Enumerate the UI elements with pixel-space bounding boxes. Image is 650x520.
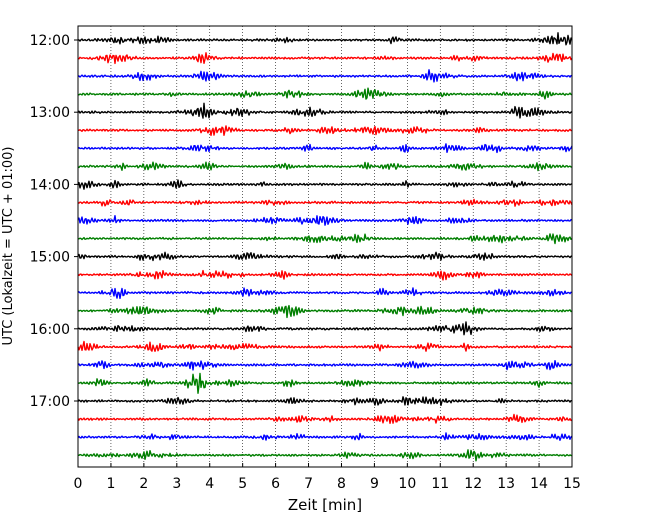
trace-1445 — [77, 233, 573, 245]
trace-1330 — [77, 143, 573, 154]
trace-1530 — [77, 287, 573, 300]
plot-frame — [77, 25, 573, 468]
x-tick-label-14: 14 — [530, 476, 548, 492]
trace-1600 — [77, 321, 573, 336]
x-tick-label-10: 10 — [398, 476, 416, 492]
trace-1215 — [77, 52, 573, 65]
x-tick-label-6: 6 — [271, 476, 280, 492]
trace-1345 — [77, 161, 573, 172]
seismogram-traces — [77, 32, 573, 462]
x-tick-label-15: 15 — [563, 476, 581, 492]
y-axis: 12:00 13:00 14:00 15:00 16:00 17:00 — [30, 33, 78, 410]
x-tick-label-9: 9 — [370, 476, 379, 492]
plot-background — [78, 26, 572, 467]
x-tick-label-0: 0 — [74, 476, 83, 492]
y-tick-label-3: 15:00 — [30, 250, 70, 266]
trace-1700 — [77, 396, 573, 407]
trace-1300 — [77, 102, 573, 119]
x-tick-label-11: 11 — [431, 476, 449, 492]
y-axis-label: UTC (Lokalzeit = UTC + 01:00) — [1, 147, 16, 346]
trace-1245 — [77, 87, 573, 100]
trace-1500 — [77, 251, 573, 262]
x-tick-label-8: 8 — [337, 476, 346, 492]
x-axis: 0 1 2 3 4 5 6 7 8 9 10 11 12 13 14 15 — [74, 463, 581, 492]
y-tick-label-1: 13:00 — [30, 105, 70, 121]
trace-1630 — [77, 360, 573, 371]
trace-1400 — [77, 179, 573, 190]
y-tick-label-0: 12:00 — [30, 33, 70, 49]
trace-1715 — [77, 413, 573, 424]
y-tick-label-2: 14:00 — [30, 177, 70, 193]
trace-1645 — [77, 372, 573, 394]
x-tick-label-3: 3 — [172, 476, 181, 492]
x-axis-label: Zeit [min] — [288, 496, 362, 514]
x-tick-label-5: 5 — [238, 476, 247, 492]
trace-1230 — [77, 69, 573, 83]
x-tick-label-7: 7 — [304, 476, 313, 492]
y-tick-label-4: 16:00 — [30, 322, 70, 338]
trace-1745 — [77, 449, 573, 462]
trace-1415 — [77, 198, 573, 207]
y-tick-label-5: 17:00 — [30, 394, 70, 410]
trace-1545 — [77, 304, 573, 319]
trace-1430 — [77, 214, 573, 226]
trace-1200 — [77, 32, 573, 46]
trace-1615 — [77, 340, 573, 352]
trace-1315 — [77, 125, 573, 137]
x-tick-label-2: 2 — [139, 476, 148, 492]
x-tick-label-12: 12 — [464, 476, 482, 492]
trace-1515 — [77, 269, 573, 281]
x-tick-label-13: 13 — [497, 476, 515, 492]
trace-1730 — [77, 432, 573, 441]
x-tick-label-1: 1 — [106, 476, 115, 492]
x-tick-label-4: 4 — [205, 476, 214, 492]
